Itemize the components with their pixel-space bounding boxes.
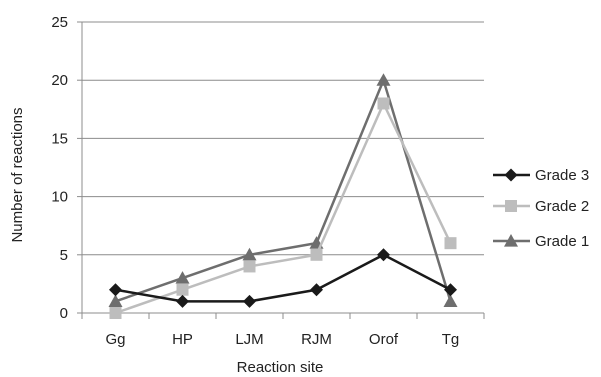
data-point [243,260,256,273]
data-point [176,294,189,308]
data-point [443,294,458,307]
legend: Grade 3 Grade 2 Grade 1 [493,167,589,250]
x-tick-label: HP [172,331,193,348]
legend-item: Grade 3 [493,167,589,184]
series-grade-2 [109,97,457,319]
x-tick-label: RJM [301,331,332,348]
legend-marker [504,234,518,247]
data-point [377,97,390,110]
axes [77,21,485,319]
x-tick-label: Tg [442,331,460,348]
data-point [243,294,256,308]
legend-item: Grade 2 [493,198,589,215]
gridlines [82,21,484,256]
data-point [175,271,190,284]
x-tick-label: LJM [235,331,263,348]
y-tick-labels: 0 5 10 15 20 25 [51,14,68,322]
data-point [376,73,391,86]
x-tick-label: Gg [105,331,125,348]
series [108,73,458,319]
legend-label: Grade 3 [535,167,589,184]
series-grade-1 [108,73,458,307]
series-grade-3 [109,248,457,308]
x-tick-label: Orof [369,331,399,348]
y-tick-label: 5 [60,247,68,264]
data-point [242,247,257,261]
series-line [115,253,452,303]
y-tick-label: 15 [51,130,68,147]
y-tick-label: 20 [51,72,68,89]
y-tick-label: 10 [51,189,68,206]
legend-marker [504,168,518,182]
series-line [115,78,452,303]
data-point [310,283,323,297]
legend-label: Grade 2 [535,198,589,215]
data-point [444,237,457,250]
data-point [176,283,189,296]
series-line [115,102,452,315]
legend-marker [505,200,517,212]
data-point [109,307,122,319]
data-point [108,294,123,307]
data-point [109,283,122,297]
y-axis-title: Number of reactions [9,107,26,242]
x-tick-labels: Gg HP LJM RJM Orof Tg [105,331,459,348]
x-axis-title: Reaction site [237,359,324,376]
data-point [377,248,390,262]
data-point [444,283,457,297]
legend-label: Grade 1 [535,233,589,250]
data-point [310,248,323,261]
y-tick-label: 0 [60,305,68,322]
legend-item: Grade 1 [493,233,589,250]
y-tick-label: 25 [51,14,68,31]
